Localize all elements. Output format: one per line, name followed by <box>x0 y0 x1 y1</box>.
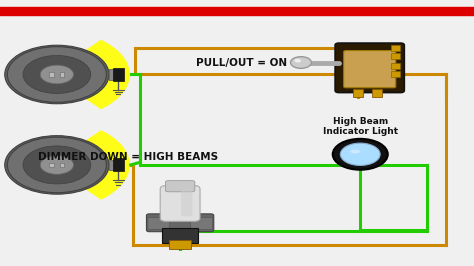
Wedge shape <box>49 40 130 109</box>
FancyBboxPatch shape <box>109 69 115 80</box>
FancyBboxPatch shape <box>391 53 400 59</box>
Wedge shape <box>49 130 130 200</box>
Ellipse shape <box>350 149 360 153</box>
Circle shape <box>40 156 73 174</box>
Circle shape <box>8 47 106 102</box>
Circle shape <box>8 137 106 193</box>
FancyBboxPatch shape <box>60 163 64 167</box>
Circle shape <box>23 146 91 184</box>
Circle shape <box>333 139 388 170</box>
FancyBboxPatch shape <box>335 43 404 93</box>
FancyBboxPatch shape <box>391 63 400 69</box>
FancyBboxPatch shape <box>391 45 400 51</box>
FancyBboxPatch shape <box>49 72 54 77</box>
FancyBboxPatch shape <box>60 72 64 77</box>
Circle shape <box>340 143 380 165</box>
FancyBboxPatch shape <box>169 240 191 249</box>
FancyBboxPatch shape <box>391 71 400 77</box>
FancyBboxPatch shape <box>191 217 212 230</box>
Circle shape <box>23 56 91 94</box>
Text: DIMMER DOWN = HIGH BEAMS: DIMMER DOWN = HIGH BEAMS <box>38 152 218 162</box>
FancyBboxPatch shape <box>372 89 382 97</box>
Circle shape <box>40 65 73 84</box>
FancyBboxPatch shape <box>344 51 396 88</box>
Circle shape <box>291 57 311 68</box>
FancyBboxPatch shape <box>113 159 124 171</box>
FancyBboxPatch shape <box>162 228 198 243</box>
FancyBboxPatch shape <box>160 186 200 221</box>
FancyBboxPatch shape <box>109 160 115 170</box>
FancyBboxPatch shape <box>113 68 124 81</box>
FancyBboxPatch shape <box>353 89 363 97</box>
Text: Indicator Light: Indicator Light <box>323 127 398 136</box>
FancyBboxPatch shape <box>165 181 195 192</box>
FancyBboxPatch shape <box>146 214 214 232</box>
FancyBboxPatch shape <box>49 163 54 167</box>
Text: High Beam: High Beam <box>333 117 388 126</box>
Circle shape <box>5 136 109 194</box>
Circle shape <box>5 45 109 104</box>
FancyBboxPatch shape <box>148 217 170 230</box>
Circle shape <box>294 59 301 63</box>
Text: PULL/OUT = ON: PULL/OUT = ON <box>196 57 287 68</box>
FancyBboxPatch shape <box>181 189 192 216</box>
